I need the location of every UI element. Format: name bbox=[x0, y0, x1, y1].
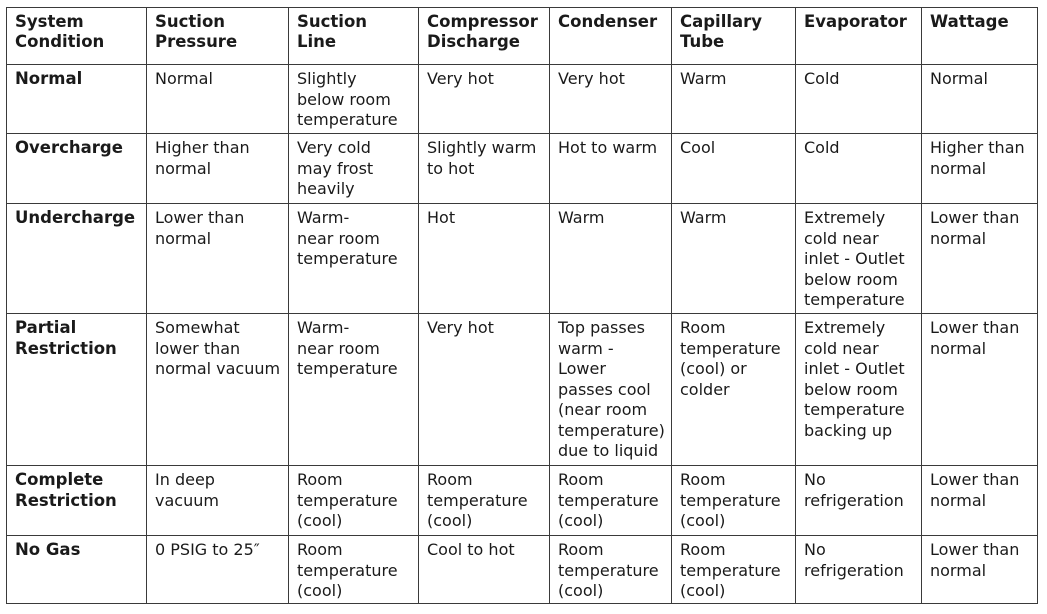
table-cell: Slightly warm to hot bbox=[418, 133, 550, 204]
table-cell: Room temperature (cool) or colder bbox=[671, 313, 796, 466]
table-cell: Room temperature (cool) bbox=[549, 465, 672, 536]
header-system-condition: System Condition bbox=[6, 7, 147, 65]
row-condition: Normal bbox=[6, 64, 147, 134]
table-cell: Higher than normal bbox=[146, 133, 289, 204]
table-cell: Lower than normal bbox=[921, 535, 1038, 604]
table-cell: Normal bbox=[146, 64, 289, 134]
header-suction-pressure: Suction Pressure bbox=[146, 7, 289, 65]
table-row: Normal Normal Slightly below room temper… bbox=[6, 64, 1038, 134]
table-cell: Warm- near room temperature bbox=[288, 203, 419, 314]
table-cell: Very hot bbox=[418, 313, 550, 466]
table-cell: Very hot bbox=[549, 64, 672, 134]
table-cell: Room temperature (cool) bbox=[288, 465, 419, 536]
table-row: Undercharge Lower than normal Warm- near… bbox=[6, 203, 1038, 314]
header-row: System Condition Suction Pressure Suctio… bbox=[6, 7, 1038, 65]
table-cell: Room temperature (cool) bbox=[671, 465, 796, 536]
header-condenser: Condenser bbox=[549, 7, 672, 65]
table-cell: Warm bbox=[549, 203, 672, 314]
table-cell: Lower than normal bbox=[146, 203, 289, 314]
table-cell: Room temperature (cool) bbox=[549, 535, 672, 604]
table-cell: Very cold may frost heavily bbox=[288, 133, 419, 204]
table-cell: Extremely cold near inlet - Outlet below… bbox=[795, 313, 922, 466]
table-row: No Gas 0 PSIG to 25″ Room temperature (c… bbox=[6, 535, 1038, 604]
table-cell: 0 PSIG to 25″ bbox=[146, 535, 289, 604]
header-compressor-discharge: Compressor Discharge bbox=[418, 7, 550, 65]
table-cell: Warm bbox=[671, 64, 796, 134]
table-cell: Room temperature (cool) bbox=[671, 535, 796, 604]
diagnosis-table: System Condition Suction Pressure Suctio… bbox=[6, 7, 1038, 604]
row-condition: Undercharge bbox=[6, 203, 147, 314]
table-cell: Hot to warm bbox=[549, 133, 672, 204]
table-row: Partial Restriction Somewhat lower than … bbox=[6, 313, 1038, 466]
table-cell: Hot bbox=[418, 203, 550, 314]
table-cell: Top passes warm - Lower passes cool (nea… bbox=[549, 313, 672, 466]
table-cell: No refrigeration bbox=[795, 535, 922, 604]
header-capillary-tube: Capillary Tube bbox=[671, 7, 796, 65]
table-cell: Very hot bbox=[418, 64, 550, 134]
table-cell: Somewhat lower than normal vacuum bbox=[146, 313, 289, 466]
table-row: Overcharge Higher than normal Very cold … bbox=[6, 133, 1038, 204]
row-condition: No Gas bbox=[6, 535, 147, 604]
table-cell: No refrigeration bbox=[795, 465, 922, 536]
header-suction-line: Suction Line bbox=[288, 7, 419, 65]
table-cell: Warm- near room temperature bbox=[288, 313, 419, 466]
table-cell: Lower than normal bbox=[921, 203, 1038, 314]
row-condition: Complete Restriction bbox=[6, 465, 147, 536]
table-cell: Slightly below room temperature bbox=[288, 64, 419, 134]
header-wattage: Wattage bbox=[921, 7, 1038, 65]
table-cell: In deep vacuum bbox=[146, 465, 289, 536]
table-cell: Lower than normal bbox=[921, 313, 1038, 466]
row-condition: Overcharge bbox=[6, 133, 147, 204]
table-cell: Higher than normal bbox=[921, 133, 1038, 204]
table-cell: Cold bbox=[795, 64, 922, 134]
table-cell: Normal bbox=[921, 64, 1038, 134]
header-evaporator: Evaporator bbox=[795, 7, 922, 65]
row-condition: Partial Restriction bbox=[6, 313, 147, 466]
table-cell: Warm bbox=[671, 203, 796, 314]
table-cell: Lower than normal bbox=[921, 465, 1038, 536]
table-cell: Room temperature (cool) bbox=[418, 465, 550, 536]
table-row: Complete Restriction In deep vacuum Room… bbox=[6, 465, 1038, 536]
table-cell: Room temperature (cool) bbox=[288, 535, 419, 604]
table-cell: Extremely cold near inlet - Outlet below… bbox=[795, 203, 922, 314]
table-cell: Cold bbox=[795, 133, 922, 204]
table-cell: Cool to hot bbox=[418, 535, 550, 604]
table-cell: Cool bbox=[671, 133, 796, 204]
